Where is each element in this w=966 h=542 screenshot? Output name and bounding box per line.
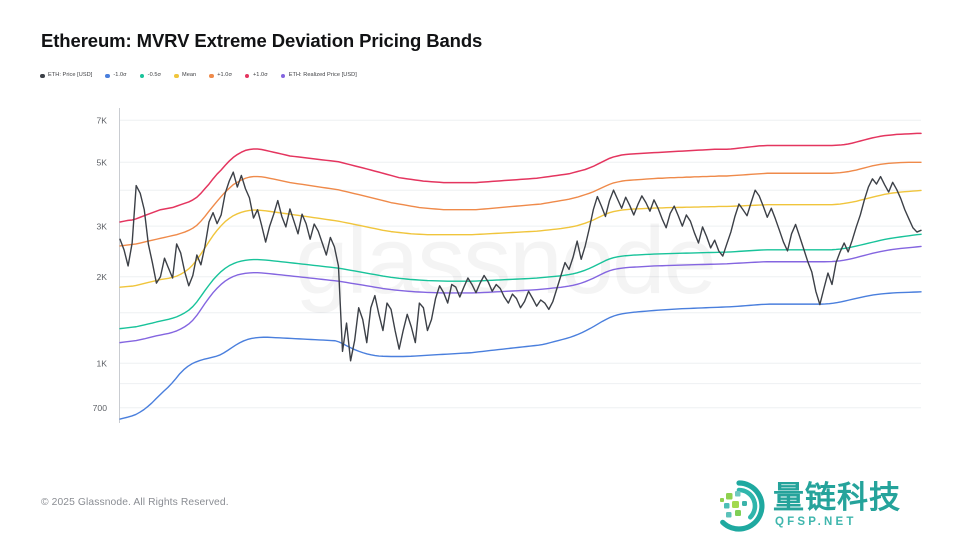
legend-item-label: -0.5σ (147, 72, 162, 79)
series-line (119, 171, 922, 362)
legend-item-label: ETH: Realized Price [USD] (288, 72, 357, 79)
legend-color-dot-icon (244, 73, 250, 79)
y-axis-tick-label: 700 (93, 403, 108, 413)
legend-item[interactable]: -0.5σ (139, 72, 162, 79)
chart-legend: ETH: Price [USD] -1.0σ -0.5σ Mean +1.0σ +1.0σ… (40, 69, 357, 83)
qfsp-logo-text: 量链科技 QFSP.NET (773, 483, 901, 529)
y-axis-tick-label: 3K (96, 221, 107, 231)
legend-item-label: Mean (182, 72, 197, 79)
legend-item[interactable]: +1.0σ (209, 73, 232, 79)
qfsp-logo-icon (720, 480, 765, 532)
footer-copyright: © 2025 Glassnode. All Rights Reserved. (41, 497, 229, 508)
glassnode-watermark: glassnode (295, 207, 715, 314)
qfsp-watermark-logo: 量链科技 QFSP.NET (712, 478, 948, 534)
legend-color-dot-icon (139, 73, 145, 79)
series-line (119, 132, 922, 223)
y-axis-ticks: 7K 5K 3K 2K 1K 700 (93, 116, 108, 414)
chart-series (119, 132, 922, 420)
series-line (119, 245, 922, 344)
legend-item[interactable]: +1.0σ (244, 72, 268, 79)
gridlines (120, 119, 921, 409)
legend-item-label: +1.0σ (252, 72, 268, 79)
legend-item[interactable]: ETH: Price [USD] (40, 73, 92, 79)
logo-chinese-text: 量链科技 (773, 480, 901, 517)
series-line (119, 161, 922, 247)
series-line (119, 189, 922, 288)
legend-item-label: -1.0σ (113, 72, 127, 79)
y-axis-tick-label: 1K (96, 359, 107, 369)
legend-item[interactable]: -1.0σ (105, 72, 127, 79)
y-axis-tick-label: 2K (96, 272, 107, 282)
y-axis-tick-label: 5K (96, 158, 107, 168)
series-line (119, 291, 922, 420)
legend-item-label: ETH: Price [USD] (48, 72, 93, 79)
legend-item[interactable]: Mean (174, 73, 196, 79)
y-axis-tick-label: 7K (96, 116, 107, 126)
legend-color-dot-icon (209, 73, 214, 79)
legend-color-dot-icon (105, 73, 110, 79)
legend-item[interactable]: ETH: Realized Price [USD] (280, 72, 357, 79)
legend-color-dot-icon (174, 73, 179, 79)
page-title: Ethereum: MVRV Extreme Deviation Pricing… (41, 30, 483, 51)
logo-domain-text: QFSP.NET (775, 516, 857, 529)
legend-item-label: +1.0σ (217, 72, 232, 79)
legend-color-dot-icon (280, 73, 286, 79)
legend-color-dot-icon (40, 73, 45, 79)
